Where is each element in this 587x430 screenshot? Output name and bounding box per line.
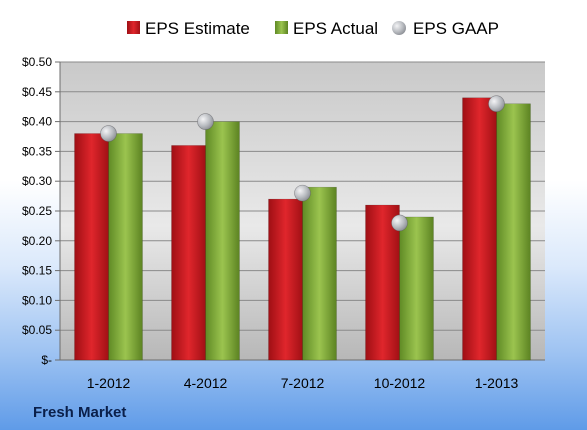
y-tick-label: $0.10 — [22, 293, 52, 307]
bar-eps-actual — [205, 121, 240, 361]
bar-eps-actual — [302, 186, 337, 361]
legend: EPS Estimate EPS Actual EPS GAAP — [127, 19, 499, 38]
bar-eps-actual — [496, 103, 531, 361]
gaap-markers — [100, 95, 505, 232]
y-tick-label: $0.20 — [22, 234, 52, 248]
legend-label-eps-actual: EPS Actual — [293, 19, 378, 38]
bar-eps-estimate — [462, 97, 497, 361]
bar-eps-estimate — [365, 204, 400, 361]
y-tick-label: $0.25 — [22, 204, 52, 218]
x-tick-label: 4-2012 — [184, 375, 228, 391]
y-tick-label: $0.45 — [22, 85, 52, 99]
y-tick-label: $0.15 — [22, 264, 52, 278]
y-tick-label: $0.50 — [22, 55, 52, 69]
y-axis-ticks: $- $0.05 $0.10 $0.15 $0.20 $0.25 $0.30 $0.35 $0.… — [22, 55, 52, 367]
y-tick-label: $0.30 — [22, 174, 52, 188]
marker-eps-gaap — [197, 113, 214, 130]
x-tick-label: 10-2012 — [374, 375, 426, 391]
marker-eps-gaap — [294, 184, 311, 202]
x-tick-label: 1-2013 — [475, 375, 519, 391]
y-tick-label: $0.40 — [22, 115, 52, 129]
legend-label-eps-gaap: EPS GAAP — [413, 19, 499, 38]
legend-swatch-eps-actual — [275, 21, 288, 34]
legend-label-eps-estimate: EPS Estimate — [145, 19, 250, 38]
marker-eps-gaap — [391, 214, 408, 232]
y-tick-label: $- — [41, 353, 52, 367]
y-tick-label: $0.05 — [22, 323, 52, 337]
legend-swatch-eps-estimate — [127, 21, 140, 34]
marker-eps-gaap — [488, 95, 505, 113]
bar-eps-estimate — [268, 198, 303, 361]
y-tick-label: $0.35 — [22, 144, 52, 158]
bar-eps-estimate — [171, 145, 206, 361]
bars — [74, 97, 531, 361]
x-tick-label: 1-2012 — [87, 375, 131, 391]
company-label: Fresh Market — [33, 404, 126, 421]
bar-eps-actual — [108, 133, 143, 361]
bar-eps-actual — [399, 216, 434, 361]
x-tick-label: 7-2012 — [281, 375, 325, 391]
x-axis-ticks: 1-2012 4-2012 7-2012 10-2012 1-2013 — [87, 375, 519, 391]
legend-swatch-eps-gaap — [392, 21, 406, 35]
marker-eps-gaap — [100, 125, 117, 142]
bar-eps-estimate — [74, 133, 109, 361]
